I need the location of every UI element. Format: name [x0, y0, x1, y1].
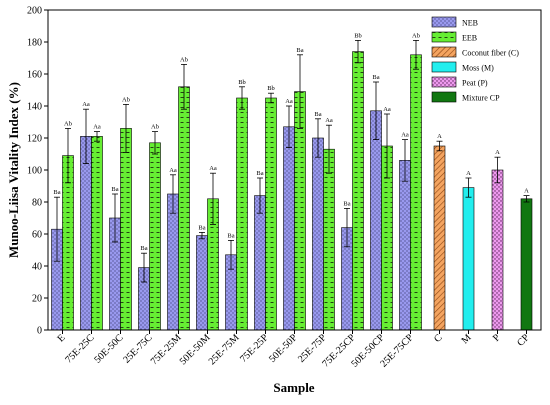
significance-label: A	[466, 170, 471, 177]
legend-swatch	[431, 46, 457, 58]
bar	[491, 169, 504, 331]
significance-label: Ba	[296, 47, 303, 54]
significance-label: Ba	[111, 186, 118, 193]
significance-label: Ab	[180, 56, 188, 63]
bar	[410, 54, 422, 331]
x-tick-label: E	[56, 332, 68, 344]
bar	[283, 126, 295, 331]
significance-label: Ba	[53, 189, 60, 196]
x-tick-label: 50E-50P	[267, 332, 300, 365]
significance-label: A	[495, 149, 500, 156]
y-axis-title: Munoo-Liisa Vitality Index (%)	[6, 82, 21, 258]
significance-label: Aa	[325, 117, 333, 124]
significance-label: Ba	[372, 74, 379, 81]
legend-swatch	[431, 76, 457, 88]
legend-label: Peat (P)	[462, 79, 488, 88]
bar	[433, 145, 446, 331]
significance-label: Ba	[314, 111, 321, 118]
legend-swatch	[431, 16, 457, 28]
bar	[91, 136, 103, 331]
significance-label: Aa	[401, 132, 409, 139]
bar	[167, 193, 179, 331]
bar	[120, 128, 132, 331]
significance-label: Ab	[64, 120, 72, 127]
legend-label: Mixture CP	[462, 94, 500, 103]
y-axis-ticks: 0 20 40 60 80 100 120 140 160 180 200	[27, 6, 48, 337]
significance-label: Bb	[238, 79, 246, 86]
y-tick-label: 80	[32, 198, 42, 209]
y-tick-label: 100	[27, 166, 42, 177]
significance-label: Ba	[343, 200, 350, 207]
legend: NEB EEB Coconut fiber (C) Moss (M) Peat (P) M…	[431, 16, 519, 103]
y-tick-label: 40	[32, 262, 42, 273]
legend-swatch	[431, 31, 457, 43]
bar	[178, 86, 190, 331]
legend-label: NEB	[462, 19, 478, 28]
legend-label: Moss (M)	[462, 64, 494, 73]
bar	[80, 136, 92, 331]
bars: Ba Ab Aa Aa Ba Ab Ba Ab Aa Ab Ba Aa Ba Bb Ba Bb Aa Ba Ba Aa…	[51, 32, 533, 331]
significance-label: A	[524, 188, 529, 195]
significance-label: Aa	[209, 165, 217, 172]
x-tick-label: M	[460, 332, 474, 346]
bar	[323, 148, 335, 331]
bar	[520, 198, 533, 331]
x-tick-label: 75E-25M	[149, 332, 184, 367]
significance-label: Aa	[285, 98, 293, 105]
bar	[149, 142, 161, 331]
legend-label: Coconut fiber (C)	[462, 49, 519, 58]
significance-label: Ba	[198, 224, 205, 231]
y-tick-label: 200	[27, 6, 42, 17]
bar	[312, 137, 324, 331]
bar	[254, 195, 266, 331]
y-tick-label: 140	[27, 102, 42, 113]
significance-label: Ba	[227, 232, 234, 239]
x-tick-label: CP	[515, 332, 532, 349]
x-tick-label: P	[491, 332, 503, 344]
bar	[370, 110, 382, 331]
legend-label: EEB	[462, 34, 477, 43]
significance-label: Ab	[122, 96, 130, 103]
x-tick-label: C	[432, 332, 445, 345]
significance-label: Aa	[383, 106, 391, 113]
significance-label: Ba	[256, 170, 263, 177]
significance-label: Ba	[140, 245, 147, 252]
significance-label: Bb	[267, 85, 275, 92]
x-tick-label: 50E-50M	[178, 332, 213, 367]
bar	[196, 235, 208, 331]
legend-swatch	[431, 61, 457, 73]
y-tick-label: 20	[32, 294, 42, 305]
significance-label: Ab	[151, 124, 159, 131]
x-axis-title: Sample	[273, 380, 314, 395]
significance-label: Ab	[412, 32, 420, 39]
bar	[236, 97, 248, 331]
significance-label: A	[437, 133, 442, 140]
bar	[462, 187, 475, 331]
y-tick-label: 160	[27, 70, 42, 81]
bar	[265, 97, 277, 331]
plot-frame	[47, 9, 542, 331]
y-tick-label: 60	[32, 230, 42, 241]
significance-label: Aa	[169, 167, 177, 174]
bar	[399, 160, 411, 331]
significance-label: Aa	[82, 101, 90, 108]
significance-label: Aa	[93, 124, 101, 131]
bar	[352, 51, 364, 331]
y-tick-label: 120	[27, 134, 42, 145]
x-tick-label: 75E-25P	[238, 332, 271, 365]
x-tick-label: 75E-25C	[63, 332, 97, 366]
x-tick-label: 50E-50C	[92, 332, 126, 366]
x-axis-ticks: E75E-25C50E-50C25E-75C75E-25M50E-50M25E-…	[56, 330, 532, 370]
legend-swatch	[431, 91, 457, 103]
x-tick-label: 25E-75M	[207, 332, 242, 367]
y-tick-label: 180	[27, 38, 42, 49]
y-tick-label: 0	[37, 326, 42, 337]
significance-label: Bb	[354, 32, 362, 39]
